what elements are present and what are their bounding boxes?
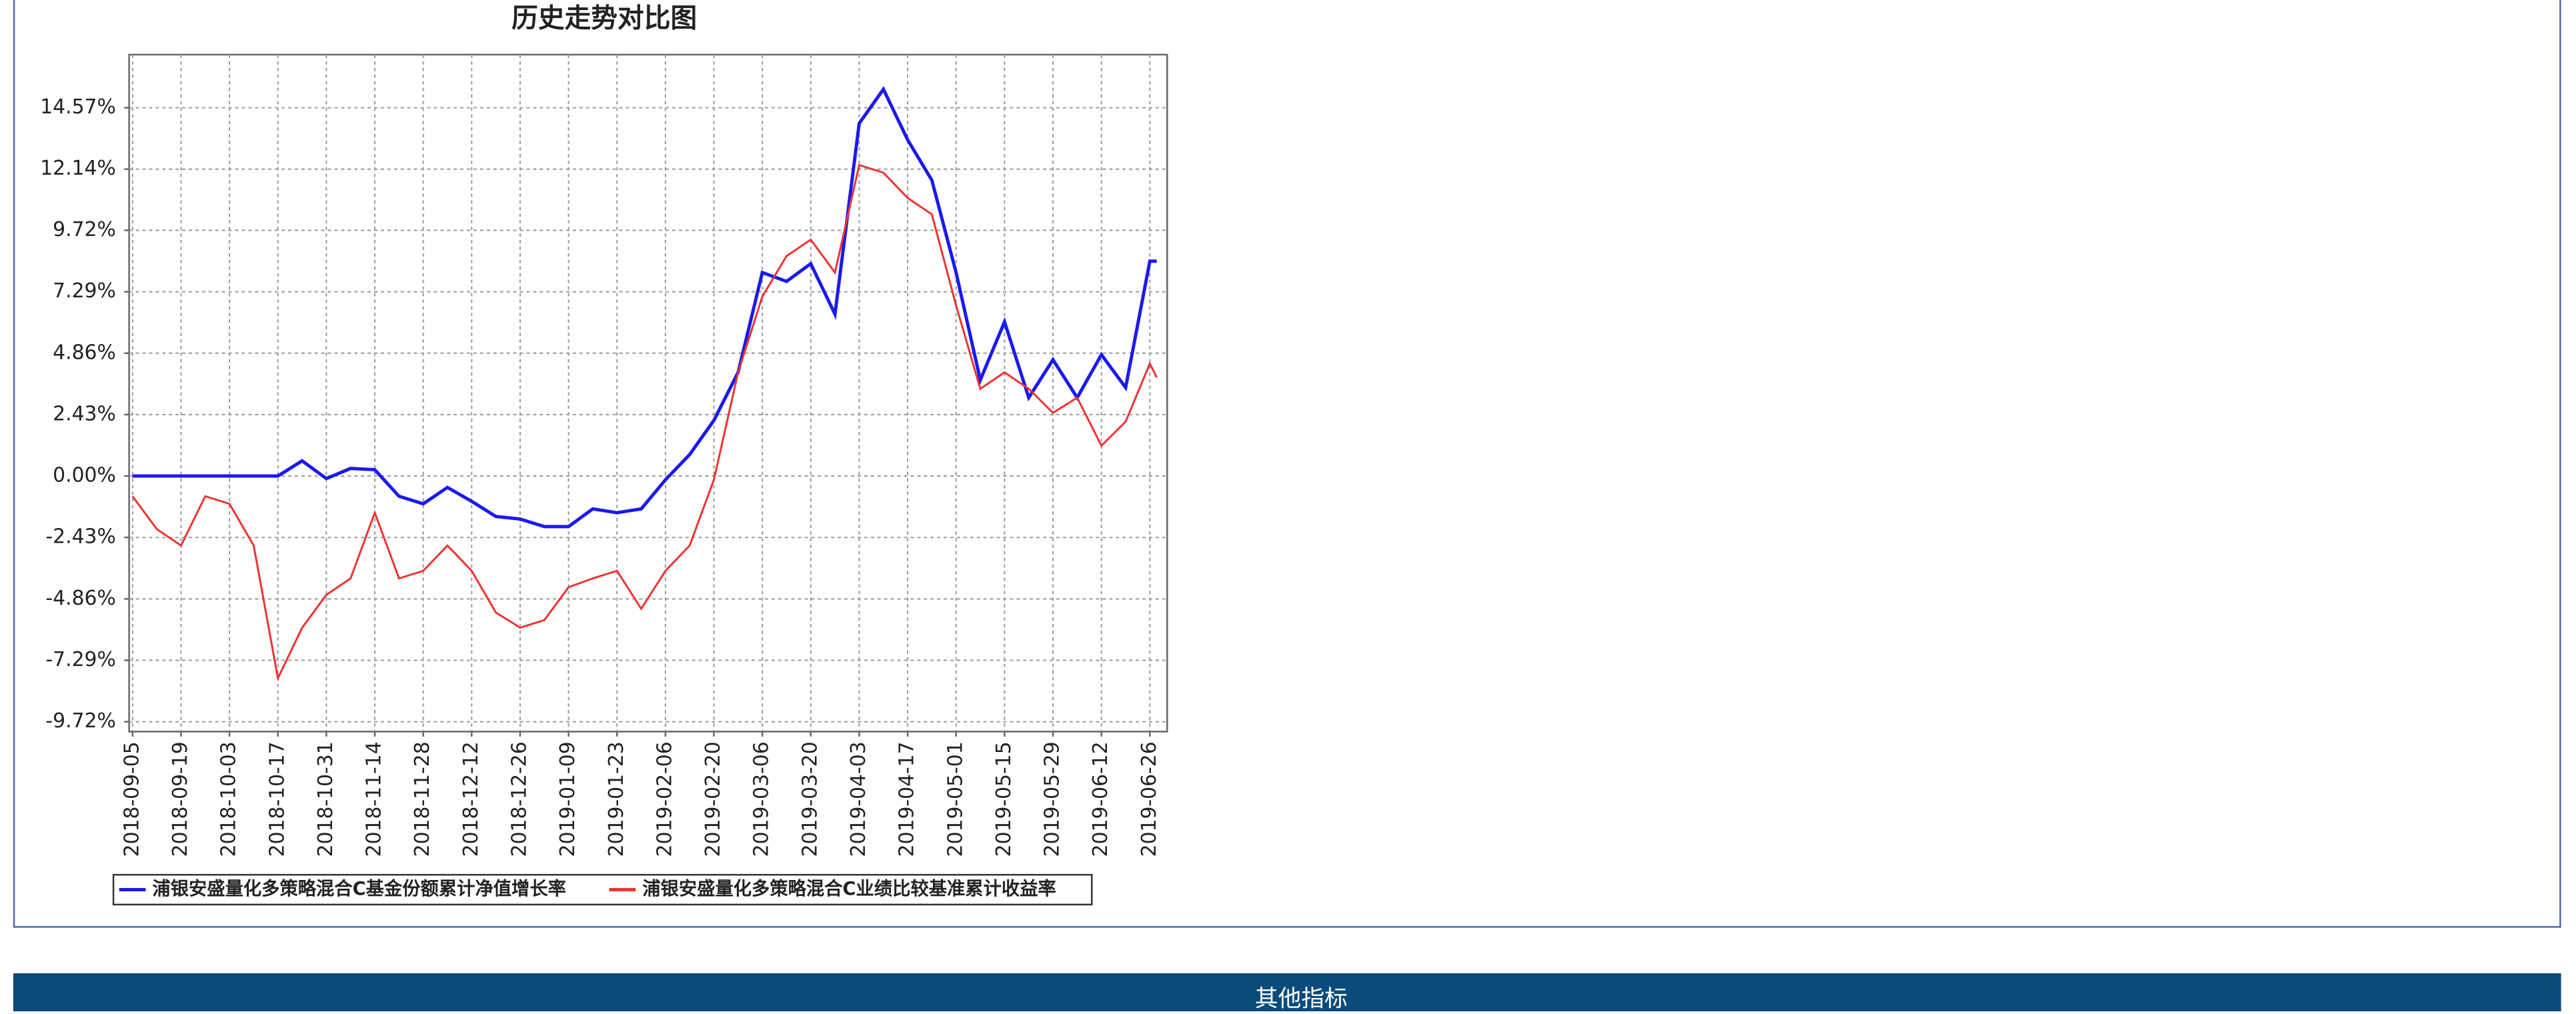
y-tick-label: -4.86% — [45, 587, 115, 610]
x-tick-label: 2019-02-20 — [702, 741, 725, 857]
x-tick-label: 2019-05-15 — [992, 741, 1016, 857]
x-tick-label: 2018-11-14 — [363, 741, 386, 857]
y-tick-label: 14.57% — [40, 95, 116, 119]
legend — [112, 873, 1093, 906]
x-tick-label: 2019-02-06 — [653, 741, 676, 857]
plot-area — [128, 53, 1168, 733]
y-tick-label: -7.29% — [45, 648, 115, 671]
y-tick-label: 2.43% — [53, 402, 116, 425]
x-tick-label: 2019-05-29 — [1041, 741, 1064, 857]
x-tick-label: 2018-11-28 — [411, 741, 434, 857]
x-tick-label: 2019-04-03 — [847, 741, 870, 857]
x-tick-label: 2018-09-05 — [120, 741, 143, 857]
legend-label: 浦银安盛量化多策略混合C业绩比较基准累计收益率 — [642, 878, 1056, 899]
y-tick-label: 12.14% — [40, 157, 116, 180]
y-tick-label: 7.29% — [53, 279, 116, 303]
legend-label: 浦银安盛量化多策略混合C基金份额累计净值增长率 — [152, 878, 566, 899]
chart-title: 历史走势对比图 — [511, 3, 697, 33]
x-tick-label: 2018-10-31 — [314, 741, 337, 857]
x-tick-label: 2018-10-17 — [265, 741, 289, 857]
y-tick-label: 4.86% — [53, 341, 116, 364]
section-header: 其他指标 — [1255, 986, 1348, 1011]
x-tick-label: 2019-01-23 — [605, 741, 628, 857]
x-tick-label: 2019-03-20 — [798, 741, 822, 857]
x-tick-label: 2019-01-09 — [556, 741, 579, 857]
x-tick-label: 2018-10-03 — [217, 741, 241, 857]
x-tick-label: 2019-06-12 — [1089, 741, 1112, 857]
y-tick-label: -9.72% — [45, 709, 115, 733]
y-tick-label: 0.00% — [53, 464, 116, 487]
x-tick-label: 2019-05-01 — [944, 741, 967, 857]
x-tick-label: 2019-06-26 — [1138, 741, 1161, 857]
y-tick-label: -2.43% — [45, 525, 115, 549]
x-tick-label: 2018-12-12 — [459, 741, 483, 857]
x-tick-label: 2018-09-19 — [169, 741, 192, 857]
panel-border — [13, 0, 2561, 928]
section-header-bar — [13, 973, 2561, 1014]
x-tick-label: 2018-12-26 — [507, 741, 531, 857]
x-tick-label: 2019-03-06 — [750, 741, 774, 857]
line-series — [131, 163, 1158, 682]
x-tick-label: 2019-04-17 — [896, 741, 919, 857]
y-tick-label: 9.72% — [53, 218, 116, 241]
line-series — [132, 85, 1157, 529]
